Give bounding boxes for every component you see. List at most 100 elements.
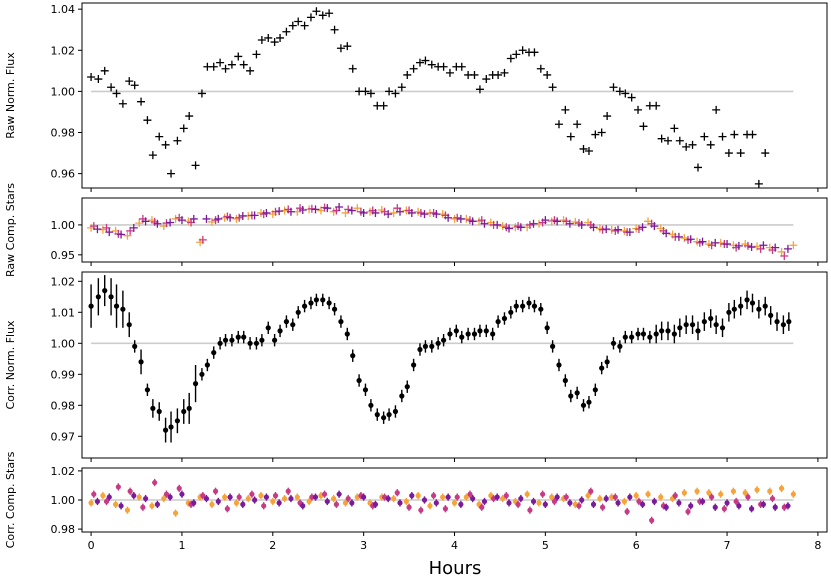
- data-point: [482, 75, 491, 84]
- data-point: [543, 70, 552, 79]
- data-point: [177, 216, 186, 225]
- data-point: [272, 337, 278, 343]
- data-point: [239, 60, 248, 69]
- data-point: [520, 303, 526, 309]
- data-point: [500, 495, 506, 502]
- data-point: [718, 132, 727, 141]
- data-point: [102, 223, 111, 232]
- data-point: [246, 66, 255, 75]
- data-point: [154, 501, 161, 507]
- data-point: [161, 140, 170, 149]
- data-point: [155, 132, 164, 141]
- data-point: [700, 132, 709, 141]
- series-1: [88, 484, 796, 517]
- data-point: [670, 124, 679, 133]
- data-point: [311, 205, 320, 214]
- data-point: [168, 424, 174, 430]
- data-point: [724, 149, 733, 158]
- data-point: [166, 218, 175, 227]
- data-point: [406, 504, 412, 510]
- data-point: [263, 494, 270, 500]
- data-point: [294, 17, 303, 26]
- data-point: [603, 112, 612, 121]
- y-tick-label: 0.98: [51, 523, 76, 536]
- data-point: [197, 89, 206, 98]
- data-point: [730, 130, 739, 139]
- data-point: [309, 494, 315, 500]
- data-point: [227, 494, 233, 500]
- data-point: [275, 207, 284, 216]
- data-point: [359, 208, 368, 217]
- data-point: [445, 494, 451, 500]
- data-point: [748, 130, 757, 139]
- data-point: [458, 501, 464, 507]
- data-point: [586, 399, 592, 405]
- data-point: [622, 334, 628, 340]
- data-point: [467, 491, 473, 497]
- data-point: [761, 149, 770, 158]
- data-point: [404, 384, 410, 390]
- data-point: [130, 81, 139, 90]
- data-point: [754, 487, 760, 493]
- data-point: [529, 219, 538, 228]
- data-point: [772, 504, 778, 510]
- data-point: [479, 504, 485, 510]
- data-point: [272, 493, 279, 499]
- data-point: [181, 408, 187, 415]
- data-point: [295, 309, 301, 315]
- data-point: [748, 506, 755, 512]
- data-point: [699, 498, 706, 505]
- data-point: [432, 210, 441, 219]
- data-point: [179, 124, 188, 133]
- data-point: [647, 334, 653, 340]
- data-point: [542, 501, 548, 507]
- data-point: [350, 353, 356, 359]
- data-point: [683, 322, 689, 328]
- data-point: [508, 309, 514, 315]
- data-point: [554, 494, 560, 500]
- data-point: [285, 488, 291, 494]
- data-point: [625, 228, 634, 237]
- data-point: [191, 500, 197, 506]
- data-point: [330, 25, 339, 34]
- data-point: [331, 306, 338, 312]
- data-point: [494, 494, 500, 500]
- data-point: [549, 494, 555, 500]
- data-point: [465, 331, 471, 337]
- panel-frame: [81, 197, 828, 263]
- data-point: [463, 494, 469, 500]
- data-point: [708, 315, 714, 322]
- data-point: [233, 500, 240, 506]
- data-point: [645, 491, 651, 497]
- data-point: [563, 494, 569, 500]
- data-point: [342, 500, 349, 506]
- data-point: [403, 70, 412, 79]
- data-point: [323, 204, 332, 213]
- y-axis-label: Raw Norm. Flux: [4, 52, 17, 139]
- data-point: [123, 231, 132, 240]
- data-point: [161, 495, 167, 502]
- data-point: [192, 381, 199, 387]
- data-point: [688, 140, 697, 149]
- data-point: [124, 507, 131, 513]
- data-point: [276, 500, 282, 506]
- data-point: [551, 498, 558, 505]
- data-point: [565, 219, 574, 228]
- data-point: [185, 112, 194, 121]
- data-point: [162, 427, 169, 433]
- data-point: [742, 490, 748, 496]
- data-point: [290, 322, 296, 328]
- data-point: [215, 498, 221, 505]
- data-point: [790, 491, 796, 497]
- data-point: [276, 33, 285, 42]
- data-point: [409, 64, 418, 73]
- series-3: [94, 490, 791, 513]
- data-point: [518, 46, 527, 55]
- data-point: [308, 300, 314, 306]
- data-point: [495, 319, 501, 325]
- data-point: [298, 205, 307, 214]
- data-point: [501, 315, 508, 322]
- data-point: [550, 343, 556, 349]
- data-point: [671, 331, 677, 337]
- data-point: [617, 343, 623, 349]
